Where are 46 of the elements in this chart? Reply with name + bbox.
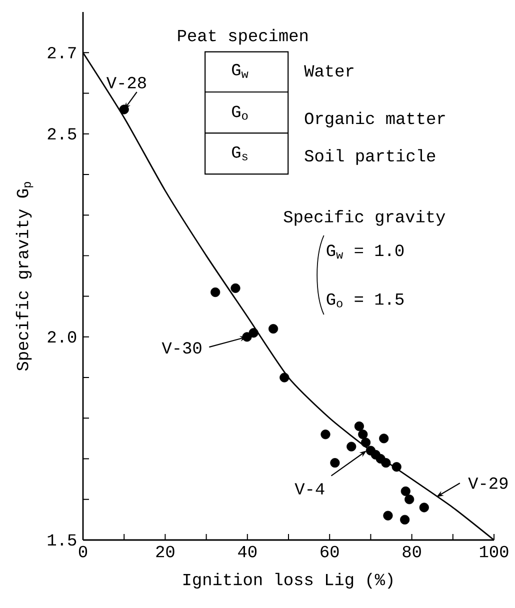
x-axis-title: Ignition loss Lig (%)	[183, 572, 392, 589]
x-tick-label: 100	[480, 546, 508, 558]
y-tick-label: 1.5	[48, 534, 76, 546]
point	[346, 442, 356, 452]
point	[354, 421, 364, 432]
point	[400, 486, 410, 496]
point	[381, 458, 391, 468]
annotation: Peat specimen	[178, 28, 308, 45]
x-tick-label: 80	[402, 546, 421, 558]
x-tick-label: 20	[156, 546, 174, 558]
point	[360, 438, 371, 448]
annotation: V-28	[106, 76, 146, 88]
x-tick-label: 0	[78, 546, 88, 558]
point	[404, 494, 414, 504]
point	[392, 462, 402, 472]
point	[320, 430, 330, 440]
x-tick-label: 40	[238, 546, 257, 558]
point	[230, 283, 240, 293]
point	[210, 287, 220, 298]
annotation: Soil particle	[304, 149, 436, 165]
point	[330, 458, 340, 468]
point	[280, 372, 290, 382]
point	[358, 430, 368, 440]
point	[379, 434, 389, 444]
y-tick-label: 2.5	[48, 128, 76, 140]
point	[419, 502, 429, 512]
annotation: G$_{s}$	[232, 146, 248, 160]
annotation: V-29	[468, 477, 508, 489]
annotation: G$_{o}$ = 1.5	[326, 293, 404, 308]
y-tick-label: 2.7	[48, 46, 76, 58]
annotation: Organic matter	[304, 112, 445, 128]
point	[383, 510, 393, 520]
annotation: G$_{w}$	[232, 64, 248, 78]
annotation: G$_{o}$	[232, 106, 248, 120]
annotation: G$_{w}$ = 1.0	[326, 244, 404, 259]
annotation: Water	[304, 65, 354, 77]
annotation: V-4	[294, 483, 324, 494]
annotation: V-30	[162, 342, 202, 354]
point	[400, 514, 410, 524]
y-tick-label: 2.0	[48, 331, 76, 343]
point	[119, 104, 129, 114]
point	[248, 328, 258, 338]
y-axis-title: Specific gravity G$_{p}$	[16, 182, 34, 371]
x-tick-label: 60	[320, 546, 339, 558]
annotation: Specific gravity	[284, 210, 446, 226]
point	[268, 324, 278, 334]
